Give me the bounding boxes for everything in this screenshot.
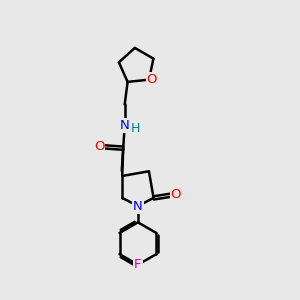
Text: O: O [94, 140, 104, 153]
Text: F: F [134, 258, 142, 271]
Text: O: O [171, 188, 181, 202]
Text: N: N [120, 119, 130, 132]
Text: N: N [133, 200, 143, 213]
Text: O: O [147, 73, 157, 86]
Text: H: H [130, 122, 140, 134]
